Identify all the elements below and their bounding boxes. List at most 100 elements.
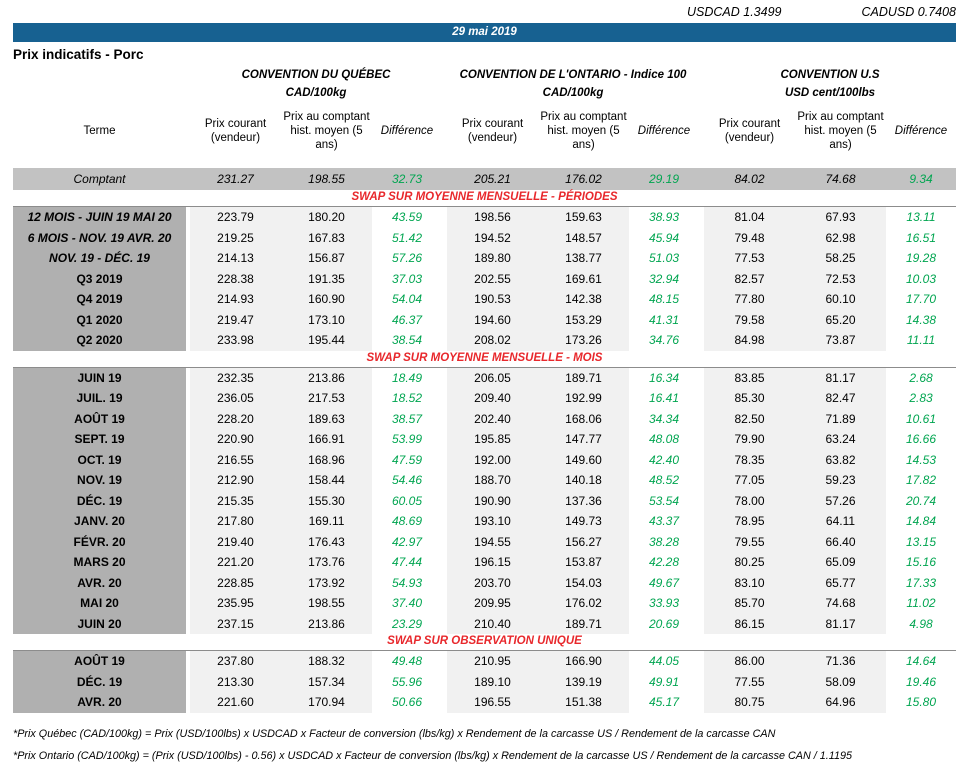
table-row: SEPT. 19 220.90 166.91 53.99 195.85 147.77 48.…: [13, 429, 956, 450]
cell-difference: 38.93: [629, 207, 699, 228]
spacer: [13, 87, 190, 99]
row-label: 12 MOIS - JUIN 19 MAI 20: [13, 207, 186, 228]
cell-value: 189.71: [538, 613, 629, 634]
cell-value: 155.30: [281, 490, 372, 511]
cell-value: 213.86: [281, 367, 372, 388]
cell-value: 180.20: [281, 207, 372, 228]
cell-difference: 2.68: [886, 367, 956, 388]
table-row: OCT. 19 216.55 168.96 47.59 192.00 149.60 42.4…: [13, 449, 956, 470]
cell-value: 236.05: [190, 388, 281, 409]
cell-difference: 42.28: [629, 552, 699, 573]
column-header-prix-comptant-ontario: Prix au comptant hist. moyen (5 ans): [540, 111, 627, 151]
cell-value: 210.95: [447, 651, 538, 672]
cell-difference: 57.26: [372, 248, 442, 269]
cell-value: 57.26: [795, 490, 886, 511]
footnote-quebec: *Prix Québec (CAD/100kg) = Prix (USD/100…: [13, 727, 776, 740]
cell-value: 176.02: [565, 172, 602, 186]
cell-difference: 48.69: [372, 511, 442, 532]
table-row: AOÛT 19 228.20 189.63 38.57 202.40 168.06 34.3…: [13, 408, 956, 429]
usdcad-rate: USDCAD 1.3499: [687, 5, 782, 19]
row-label: AOÛT 19: [13, 408, 186, 429]
cell-value: 58.25: [795, 248, 886, 269]
footnote-ontario: *Prix Ontario (CAD/100kg) = (Prix (USD/1…: [13, 749, 852, 762]
usdcad-rate-value: 1.3499: [743, 4, 782, 19]
cell-value: 237.15: [190, 613, 281, 634]
group-title-ontario: CONVENTION DE L'ONTARIO - Indice 100: [459, 69, 687, 81]
cell-difference: 18.49: [372, 367, 442, 388]
cell-value: 205.21: [474, 172, 511, 186]
cell-value: 79.55: [704, 531, 795, 552]
row-label: FÉVR. 20: [13, 531, 186, 552]
cell-difference: 15.80: [886, 692, 956, 713]
cell-value: 215.35: [190, 490, 281, 511]
group-title-us: CONVENTION U.S: [780, 69, 880, 81]
cell-difference: 48.52: [629, 470, 699, 491]
cell-value: 67.93: [795, 207, 886, 228]
cell-value: 86.00: [704, 651, 795, 672]
cell-difference: 43.37: [629, 511, 699, 532]
cell-difference: 51.03: [629, 248, 699, 269]
cell-difference: 42.97: [372, 531, 442, 552]
cell-value: 63.24: [795, 429, 886, 450]
cell-value: 221.20: [190, 552, 281, 573]
cell-value: 83.10: [704, 572, 795, 593]
cell-difference: 60.05: [372, 490, 442, 511]
cell-difference: 16.34: [629, 367, 699, 388]
cell-difference: 10.61: [886, 408, 956, 429]
cell-value: 153.87: [538, 552, 629, 573]
column-header-prix-comptant-us: Prix au comptant hist. moyen (5 ans): [797, 111, 884, 151]
cell-difference: 53.99: [372, 429, 442, 450]
cell-value: 219.25: [190, 227, 281, 248]
cell-value: 168.06: [538, 408, 629, 429]
cell-value: 79.58: [704, 309, 795, 330]
row-label: MAI 20: [13, 593, 186, 614]
cell-value: 166.90: [538, 651, 629, 672]
cell-value: 220.90: [190, 429, 281, 450]
cell-value: 217.80: [190, 511, 281, 532]
cell-value: 78.00: [704, 490, 795, 511]
cell-difference: 42.40: [629, 449, 699, 470]
cell-value: 190.53: [447, 289, 538, 310]
group-title-quebec: CONVENTION DU QUÉBEC: [241, 69, 391, 81]
column-header-prix-courant-ontario: Prix courant (vendeur): [461, 118, 524, 144]
cell-value: 62.98: [795, 227, 886, 248]
section-title: SWAP SUR MOYENNE MENSUELLE - PÉRIODES: [13, 190, 956, 207]
cell-value: 169.11: [281, 511, 372, 532]
cell-difference: 38.28: [629, 531, 699, 552]
cell-value: 173.10: [281, 309, 372, 330]
cell-value: 191.35: [281, 268, 372, 289]
cell-difference: 38.54: [372, 330, 442, 351]
cell-difference: 50.66: [372, 692, 442, 713]
cell-difference: 4.98: [886, 613, 956, 634]
cell-difference: 44.05: [629, 651, 699, 672]
cell-difference: 47.59: [372, 449, 442, 470]
column-header-difference-ontario: Différence: [637, 125, 691, 138]
cell-value: 212.90: [190, 470, 281, 491]
cell-value: 72.53: [795, 268, 886, 289]
cell-difference: 48.08: [629, 429, 699, 450]
cadusd-rate: CADUSD 0.7408: [861, 5, 956, 19]
cell-difference: 37.03: [372, 268, 442, 289]
cell-difference: 45.94: [629, 227, 699, 248]
cell-value: 140.18: [538, 470, 629, 491]
footnotes: *Prix Québec (CAD/100kg) = Prix (USD/100…: [13, 723, 977, 767]
cell-value: 138.77: [538, 248, 629, 269]
row-label: AVR. 20: [13, 692, 186, 713]
row-label: Comptant: [73, 172, 126, 186]
column-header-prix-courant-us: Prix courant (vendeur): [718, 118, 781, 144]
cell-value: 84.02: [734, 172, 765, 186]
row-label: AOÛT 19: [13, 651, 186, 672]
row-label: 6 MOIS - NOV. 19 AVR. 20: [13, 227, 186, 248]
cell-value: 219.47: [190, 309, 281, 330]
cell-difference: 14.38: [886, 309, 956, 330]
table-row: DÉC. 19 215.35 155.30 60.05 190.90 137.36 53.5…: [13, 490, 956, 511]
cell-difference: 13.15: [886, 531, 956, 552]
cell-value: 192.00: [447, 449, 538, 470]
table-row: MARS 20 221.20 173.76 47.44 196.15 153.87 42.2…: [13, 552, 956, 573]
cell-value: 59.23: [795, 470, 886, 491]
group-unit-us: USD cent/100lbs: [784, 87, 876, 99]
cell-value: 158.44: [281, 470, 372, 491]
table-row: Q1 2020 219.47 173.10 46.37 194.60 153.29 41.3…: [13, 309, 956, 330]
cell-difference: 46.37: [372, 309, 442, 330]
convention-titles-row: CONVENTION DU QUÉBEC CONVENTION DE L'ONT…: [13, 69, 956, 81]
